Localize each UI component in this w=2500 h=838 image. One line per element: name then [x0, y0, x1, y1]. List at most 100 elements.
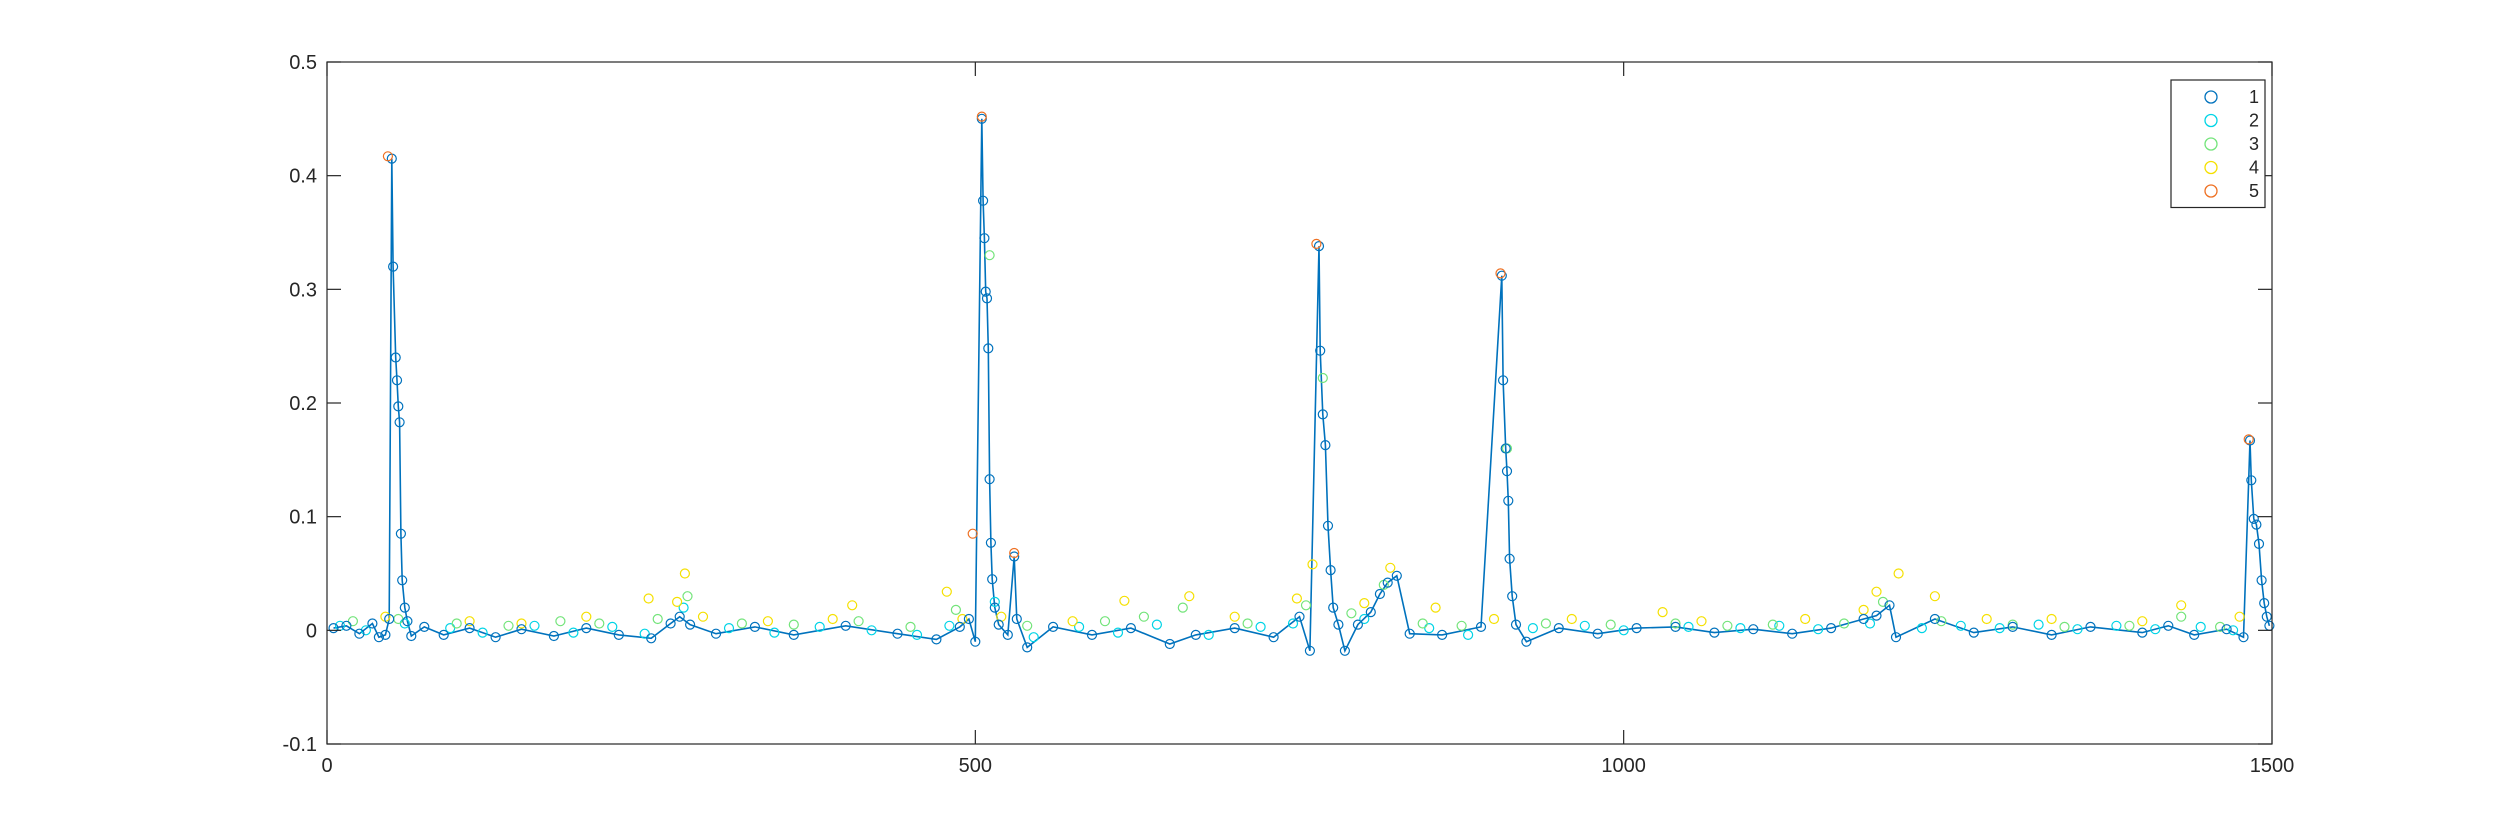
y-tick-label: 0.4	[289, 166, 317, 188]
data-point-series-4	[1067, 616, 1078, 627]
data-point-series-1	[665, 618, 676, 629]
data-point-series-1	[328, 622, 339, 634]
data-point-series-3	[451, 618, 462, 629]
data-point-series-1	[438, 629, 449, 641]
data-point-series-1	[2244, 435, 2256, 446]
data-point-series-1	[749, 621, 761, 633]
series-markers	[328, 111, 2275, 656]
data-point-series-5	[967, 528, 978, 539]
legend-marker-4	[2204, 160, 2218, 175]
data-point-series-2	[1864, 618, 1876, 629]
data-point-series-2	[911, 629, 923, 641]
data-point-series-4	[464, 616, 475, 627]
data-point-series-2	[1579, 620, 1590, 631]
data-point-series-1	[983, 343, 994, 354]
data-point-series-4	[1981, 613, 1992, 625]
data-point-series-2	[2033, 619, 2044, 630]
data-point-series-4	[1307, 559, 1318, 570]
data-point-series-2	[1028, 632, 1039, 643]
data-point-series-1	[977, 195, 989, 206]
data-point-series-3	[652, 613, 663, 625]
data-point-series-1	[1190, 629, 1201, 641]
data-point-series-1	[2238, 632, 2249, 643]
data-point-series-1	[581, 622, 592, 634]
legend-marker-3	[2204, 137, 2218, 151]
data-point-series-4	[827, 613, 838, 625]
data-point-series-1	[1858, 613, 1869, 625]
data-point-series-2	[1735, 622, 1746, 634]
data-point-series-4	[679, 568, 691, 579]
data-point-series-1	[1320, 440, 1331, 451]
data-point-series-1	[981, 293, 993, 304]
data-point-series-4	[581, 611, 592, 622]
data-point-series-4	[1566, 613, 1577, 625]
data-point-series-1	[2189, 629, 2200, 641]
data-point-series-3	[2124, 620, 2135, 631]
data-point-series-1	[1352, 619, 1364, 630]
data-point-series-3	[1456, 620, 1467, 631]
data-point-series-3	[2215, 621, 2226, 633]
data-point-series-3	[1722, 620, 1733, 631]
data-point-series-1	[384, 613, 395, 625]
y-tick-label: 0	[306, 620, 317, 642]
data-point-series-4	[1929, 591, 1941, 602]
data-point-series-3	[1877, 596, 1889, 608]
data-point-series-1	[1496, 270, 1507, 281]
data-point-series-1	[1521, 636, 1532, 647]
data-point-series-5	[2243, 434, 2254, 445]
data-point-series-1	[1507, 591, 1518, 602]
data-point-series-3	[1138, 611, 1150, 622]
data-point-series-2	[2111, 620, 2122, 631]
data-point-series-4	[1229, 611, 1240, 622]
data-point-series-1	[1709, 627, 1720, 638]
data-point-series-2	[1955, 620, 1966, 631]
data-point-series-1	[2248, 513, 2259, 525]
data-point-series-4	[1430, 602, 1441, 613]
data-point-series-1	[2046, 629, 2057, 641]
data-point-series-2	[1916, 622, 1928, 634]
data-point-series-2	[1462, 629, 1474, 641]
data-point-series-3	[1099, 616, 1111, 627]
data-point-series-3	[2176, 611, 2187, 622]
data-point-series-2	[1203, 629, 1214, 641]
data-point-series-3	[1022, 620, 1033, 631]
data-point-series-1	[1365, 606, 1376, 618]
data-point-series-1	[1022, 642, 1033, 653]
data-point-series-1	[1333, 619, 1344, 630]
data-point-series-2	[814, 621, 825, 633]
data-point-series-4	[762, 616, 774, 627]
data-point-series-1	[1268, 632, 1279, 643]
data-point-series-1	[1294, 611, 1305, 622]
data-point-series-2	[769, 627, 780, 638]
data-point-series-1	[1929, 613, 1941, 625]
data-point-series-1	[1503, 495, 1514, 506]
data-point-series-1	[1011, 613, 1022, 625]
data-point-series-1	[2253, 538, 2265, 550]
y-tick-label: 0.2	[289, 393, 317, 415]
data-point-series-2	[1073, 621, 1085, 633]
data-point-series-2	[607, 621, 618, 633]
data-point-series-1	[1884, 600, 1895, 611]
data-point-series-1	[402, 616, 413, 627]
data-point-series-5	[1311, 238, 1322, 249]
data-point-series-4	[516, 618, 527, 629]
data-point-series-4	[1119, 595, 1130, 606]
data-point-series-1	[1553, 622, 1564, 634]
data-point-series-3	[788, 619, 799, 630]
data-point-series-2	[1424, 622, 1435, 634]
data-point-series-1	[840, 620, 851, 631]
data-point-series-1	[984, 474, 995, 485]
data-point-series-1	[1825, 622, 1837, 634]
data-point-series-2	[2072, 624, 2083, 635]
data-point-series-2	[989, 596, 1000, 608]
y-tick-label: 0.5	[289, 52, 317, 74]
data-point-series-3	[1177, 602, 1188, 613]
legend: 1 2 3 4 5	[2170, 79, 2266, 209]
data-point-series-1	[1748, 624, 1759, 635]
data-point-series-2	[944, 620, 955, 631]
data-point-series-1	[419, 621, 430, 633]
data-point-series-1	[380, 629, 391, 641]
data-point-series-2	[2228, 625, 2239, 636]
data-point-series-2	[1527, 622, 1539, 634]
series-lines	[333, 118, 2271, 654]
